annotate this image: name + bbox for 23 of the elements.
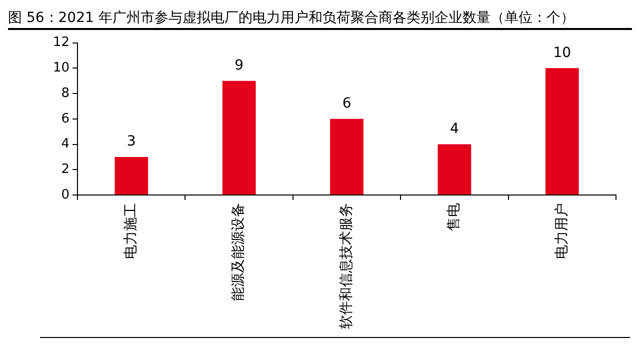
x-tick-label: 售电: [446, 203, 462, 231]
data-label: 9: [234, 57, 244, 74]
data-label: 3: [126, 134, 136, 150]
x-tick-label: 能源及能源设备: [230, 203, 247, 301]
data-label: 10: [553, 44, 572, 61]
bar: [114, 156, 148, 194]
chart-title: 图 56：2021 年广州市参与虚拟电厂的电力用户和负荷聚合商各类别企业数量（单位：个）: [8, 8, 632, 30]
data-label: 6: [342, 96, 352, 112]
bar: [438, 144, 472, 194]
y-tick-label: 10: [52, 60, 70, 76]
y-tick-label: 2: [61, 162, 70, 178]
y-tick-label: 4: [61, 136, 70, 152]
y-tick-label: 12: [52, 35, 70, 50]
y-tick-label: 6: [61, 111, 70, 126]
y-tick-label: 8: [61, 86, 70, 101]
x-tick-label: 软件和信息技术服务: [338, 203, 354, 329]
data-label: 4: [450, 120, 459, 137]
x-tick-label: 电力施工: [123, 203, 140, 259]
bar: [545, 68, 579, 194]
y-tick-label: 0: [61, 187, 70, 202]
bar: [330, 118, 364, 194]
bar: [222, 80, 256, 194]
x-tick-label: 电力用户: [554, 203, 570, 259]
